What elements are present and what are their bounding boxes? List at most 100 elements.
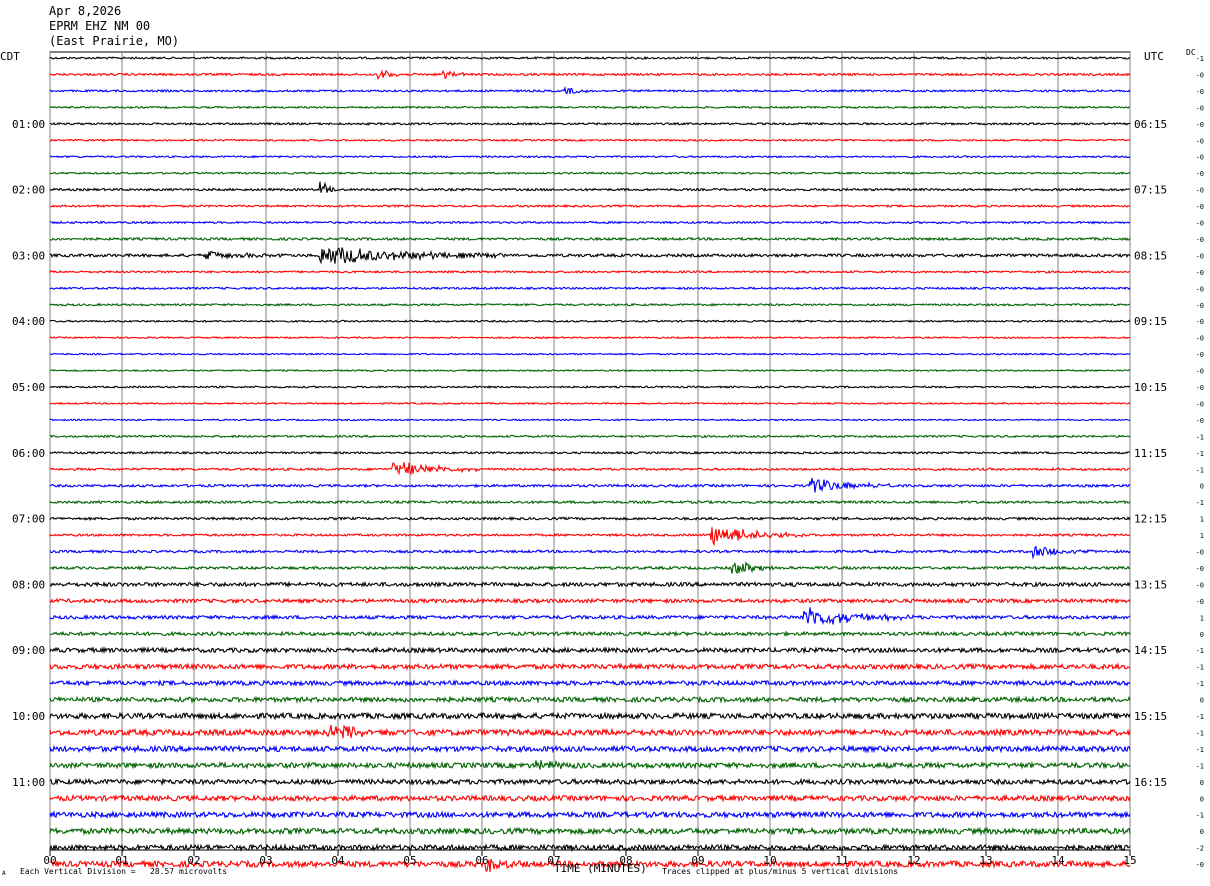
trace-row <box>49 759 1131 770</box>
trace-row <box>49 607 1131 626</box>
x-tick-label: 05 <box>403 854 416 867</box>
right-hour-label: 11:15 <box>1134 447 1167 460</box>
dc-offset-label: -1 <box>1196 680 1204 688</box>
dc-offset-label: 0 <box>1200 483 1204 491</box>
dc-offset-label: -1 <box>1196 55 1204 63</box>
trace-row <box>49 181 1131 193</box>
x-tick-label: 15 <box>1123 854 1136 867</box>
dc-offset-label: -0 <box>1196 302 1204 310</box>
dc-offset-label: 1 <box>1200 614 1204 622</box>
dc-offset-label: -0 <box>1196 154 1204 162</box>
left-hour-label: 03:00 <box>12 249 45 262</box>
dc-offset-label: -1 <box>1196 762 1204 770</box>
dc-offset-label: -1 <box>1196 450 1204 458</box>
trace-row <box>49 858 1131 873</box>
dc-offset-label: 0 <box>1200 828 1204 836</box>
trace-row <box>49 247 1131 265</box>
header-date: Apr 8,2026 <box>49 4 122 18</box>
trace-row <box>49 236 1131 242</box>
dc-offset-label: -1 <box>1196 433 1204 441</box>
dc-offset-label: -1 <box>1196 713 1204 721</box>
x-axis-title: TIME (MINUTES) <box>554 862 647 875</box>
trace-row <box>49 462 1131 476</box>
dc-offset-label: -0 <box>1196 565 1204 573</box>
trace-row <box>49 336 1131 340</box>
trace-row <box>49 286 1131 291</box>
right-hour-label: 14:15 <box>1134 644 1167 657</box>
x-tick-label: 00 <box>43 854 56 867</box>
x-tick-label: 13 <box>979 854 992 867</box>
trace-row <box>49 477 1131 493</box>
left-hour-label: 08:00 <box>12 578 45 591</box>
trace-row <box>49 826 1131 836</box>
right-hour-label: 07:15 <box>1134 184 1167 197</box>
x-tick-label: 06 <box>475 854 488 867</box>
dc-offset-label: -1 <box>1196 466 1204 474</box>
scale-note: Each Vertical Division = 28.57 microvolt… <box>20 867 228 876</box>
dc-offset-label: -1 <box>1196 729 1204 737</box>
x-tick-label: 04 <box>331 854 345 867</box>
x-tick-label: 10 <box>763 854 776 867</box>
dc-offset-label: -0 <box>1196 236 1204 244</box>
x-tick-label: 09 <box>691 854 704 867</box>
trace-row <box>49 646 1131 655</box>
dc-offset-label: -0 <box>1196 121 1204 129</box>
trace-row <box>49 630 1131 638</box>
trace-row <box>49 516 1131 522</box>
axis-labels: 00 01 02 03 04 05 06 07 08 09 10 11 12 13 14 15-1-0-0-0… <box>12 55 1204 869</box>
dc-offset-label: -0 <box>1196 417 1204 425</box>
trace-row <box>49 385 1131 389</box>
right-hour-label: 10:15 <box>1134 381 1167 394</box>
trace-row <box>49 269 1131 274</box>
dc-offset-label: -0 <box>1196 104 1204 112</box>
trace-row <box>49 793 1131 803</box>
right-hour-label: 06:15 <box>1134 118 1167 131</box>
x-tick-label: 03 <box>259 854 272 867</box>
trace-row <box>49 105 1131 110</box>
left-hour-label: 05:00 <box>12 381 45 394</box>
right-hour-label: 09:15 <box>1134 315 1167 328</box>
trace-row <box>49 69 1131 81</box>
left-hour-label: 06:00 <box>12 447 45 460</box>
x-tick-label: 02 <box>187 854 200 867</box>
dc-offset-label: -0 <box>1196 581 1204 589</box>
trace-row <box>49 527 1131 547</box>
trace-row <box>49 352 1131 356</box>
dc-offset-label: -0 <box>1196 598 1204 606</box>
trace-row <box>49 434 1131 439</box>
trace-row <box>49 121 1131 126</box>
dc-offset-label: -0 <box>1196 269 1204 277</box>
left-hour-label: 04:00 <box>12 315 45 328</box>
dc-offset-label: -0 <box>1196 285 1204 293</box>
x-tick-label: 08 <box>619 854 632 867</box>
dc-offset-label: 0 <box>1200 779 1204 787</box>
trace-row <box>49 580 1131 589</box>
dc-offset-label: -1 <box>1196 499 1204 507</box>
dc-offset-label: -0 <box>1196 88 1204 96</box>
trace-row <box>49 154 1131 159</box>
corner-mark: A <box>2 870 6 877</box>
trace-row <box>49 678 1131 688</box>
dc-offset-label: 0 <box>1200 795 1204 803</box>
trace-row <box>49 711 1131 721</box>
right-hour-label: 13:15 <box>1134 578 1167 591</box>
trace-row <box>49 450 1131 455</box>
trace-row <box>49 319 1131 323</box>
plot-frame <box>49 51 1131 851</box>
trace-row <box>49 744 1131 754</box>
trace-row <box>49 695 1131 704</box>
dc-offset-label: -0 <box>1196 71 1204 79</box>
dc-offset-label: -0 <box>1196 351 1204 359</box>
dc-offset-label: -0 <box>1196 170 1204 178</box>
trace-row <box>49 842 1131 853</box>
left-timezone-label: CDT <box>0 50 20 63</box>
dc-offset-label: 0 <box>1200 697 1204 705</box>
x-tick-label: 12 <box>907 854 920 867</box>
dc-offset-label: -0 <box>1196 861 1204 869</box>
trace-row <box>49 418 1131 422</box>
dc-offset-label: -1 <box>1196 746 1204 754</box>
dc-offset-label: -0 <box>1196 203 1204 211</box>
x-tick-label: 01 <box>115 854 128 867</box>
right-hour-label: 16:15 <box>1134 776 1167 789</box>
trace-row <box>49 724 1131 739</box>
